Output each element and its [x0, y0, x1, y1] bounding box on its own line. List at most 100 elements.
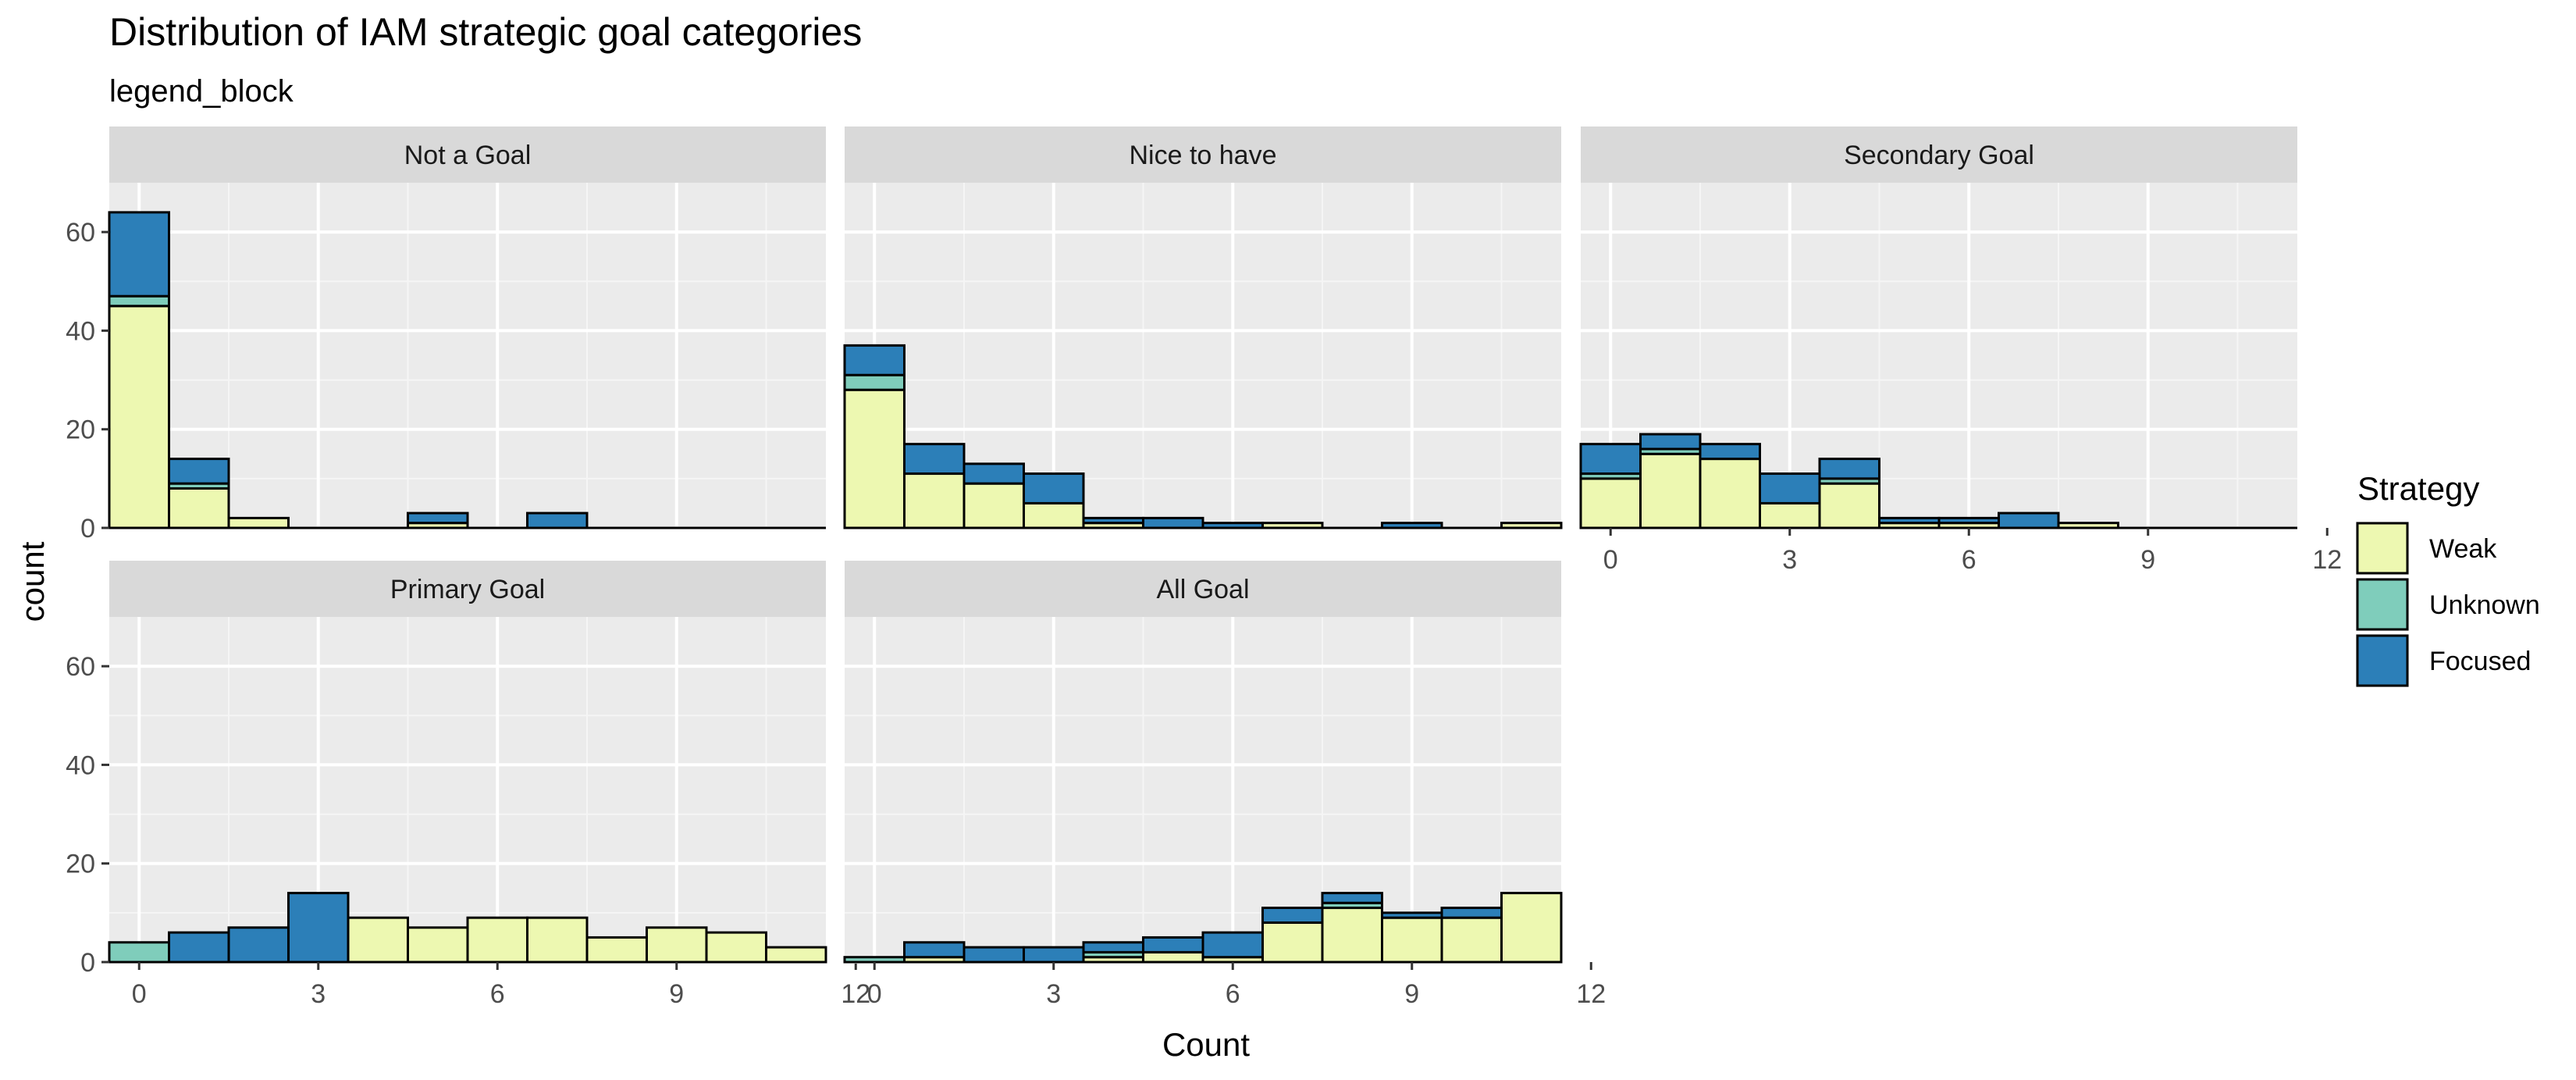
- facet-strip: [109, 127, 826, 183]
- y-tick-label: 60: [66, 218, 95, 248]
- histogram-bar-focused: [1082, 516, 1144, 525]
- facet-strip-label: Secondary Goal: [1844, 141, 2034, 170]
- histogram-bar-focused: [1201, 522, 1264, 529]
- y-axis-label: count: [14, 541, 51, 622]
- x-tick-label: 0: [867, 979, 882, 1009]
- x-tick-label: 9: [669, 979, 684, 1009]
- y-tick-label: 40: [66, 316, 95, 346]
- legend-key-weak: [2356, 522, 2409, 575]
- histogram-bar-weak: [2057, 522, 2119, 529]
- x-tick-label: 9: [2140, 545, 2155, 575]
- histogram-bar-focused: [962, 462, 1025, 485]
- histogram-bar-weak: [1381, 916, 1443, 964]
- bar-layer: [108, 211, 826, 529]
- histogram-bar-focused: [1381, 522, 1443, 529]
- histogram-bar-focused: [168, 931, 230, 964]
- histogram-bar-focused: [1937, 516, 2000, 525]
- facet-strip-label: Nice to have: [1130, 141, 1277, 170]
- y-tick-label: 0: [80, 514, 95, 544]
- histogram-bar-weak: [843, 388, 906, 529]
- histogram-bar-weak: [646, 926, 708, 964]
- facet-panel: All Goal 0 3 6 9 12: [843, 561, 1606, 1009]
- histogram-bar-focused: [1201, 931, 1264, 959]
- bar-layer: [1579, 433, 2297, 529]
- histogram-bar-focused: [903, 941, 966, 959]
- facet-strip: [845, 127, 1561, 183]
- histogram-bar-weak: [585, 936, 648, 964]
- y-tick-label: 40: [66, 750, 95, 780]
- x-tick-label: 0: [132, 979, 147, 1009]
- histogram-bar-unknown: [108, 941, 170, 964]
- histogram-bar-focused: [526, 511, 589, 529]
- histogram-bar-weak: [1261, 522, 1324, 529]
- histogram-bar-weak: [168, 487, 230, 529]
- facet-strip-label: All Goal: [1156, 575, 1249, 604]
- y-tick-label: 60: [66, 652, 95, 682]
- plot-panel-background: [109, 617, 826, 962]
- x-tick-label: 3: [1782, 545, 1797, 575]
- histogram-bar-focused: [407, 511, 469, 525]
- histogram-bar-focused: [287, 892, 350, 964]
- histogram-bar-weak: [903, 472, 966, 529]
- legend-key-unknown: [2356, 578, 2409, 631]
- histogram-bar-weak: [1699, 458, 1761, 529]
- bar-layer: [843, 892, 1563, 964]
- chart-subtitle: legend_block: [109, 74, 294, 109]
- histogram-bar-focused: [1381, 911, 1443, 919]
- histogram-bar-weak: [347, 916, 409, 964]
- histogram-bar-focused: [1818, 458, 1880, 480]
- histogram-bar-unknown: [843, 373, 906, 391]
- histogram-bar-focused: [1261, 907, 1324, 924]
- histogram-bar-focused: [1639, 433, 1702, 451]
- facet-panel: Nice to have: [843, 127, 1563, 529]
- x-tick-label: 6: [1226, 979, 1240, 1009]
- facet-panel: Primary Goal 0 20 40 60 0 3 6 9 12: [66, 561, 870, 1009]
- bar-layer: [108, 892, 827, 964]
- histogram-bar-weak: [227, 516, 290, 529]
- facet-strip: [1581, 127, 2297, 183]
- histogram-bar-focused: [1023, 472, 1085, 504]
- chart-title: Distribution of IAM strategic goal categ…: [109, 10, 862, 54]
- facet-panel: Not a Goal 0 20 40 60: [66, 127, 826, 544]
- histogram-bar-focused: [1759, 472, 1821, 504]
- x-tick-label: 0: [1603, 545, 1618, 575]
- histogram-bar-focused: [1440, 907, 1503, 919]
- histogram-bar-weak: [1500, 522, 1563, 529]
- facet-panel: Secondary Goal 0 3 6 9 12: [1579, 127, 2342, 575]
- legend-title: Strategy: [2357, 470, 2479, 507]
- histogram-bar-weak: [1261, 921, 1324, 964]
- histogram-bar-unknown: [843, 956, 906, 964]
- histogram-bar-weak: [765, 946, 827, 964]
- facet-strip: [845, 561, 1561, 617]
- histogram-bar-weak: [1142, 950, 1204, 964]
- x-tick-label: 12: [841, 979, 870, 1009]
- legend: Strategy Weak Unknown Focused: [2356, 470, 2540, 687]
- histogram-bar-weak: [407, 926, 469, 964]
- histogram-bar-focused: [1023, 946, 1085, 964]
- histogram-bar-weak: [1818, 482, 1880, 529]
- histogram-bar-weak: [1639, 452, 1702, 529]
- x-tick-label: 12: [1576, 979, 1606, 1009]
- x-tick-label: 6: [490, 979, 505, 1009]
- histogram-bar-focused: [1699, 443, 1761, 461]
- legend-label-weak: Weak: [2429, 534, 2497, 564]
- y-tick-label: 20: [66, 850, 95, 879]
- x-tick-label: 9: [1404, 979, 1419, 1009]
- histogram-bar-focused: [108, 211, 170, 298]
- histogram-bar-weak: [526, 916, 589, 964]
- histogram-bar-weak: [466, 916, 528, 964]
- histogram-bar-focused: [1579, 443, 1642, 476]
- histogram-bar-focused: [843, 344, 906, 376]
- histogram-bar-weak: [108, 305, 170, 529]
- histogram-bar-focused: [1878, 516, 1941, 525]
- bar-layer: [843, 344, 1563, 529]
- histogram-bar-focused: [903, 443, 966, 476]
- histogram-bar-weak: [1440, 916, 1503, 964]
- histogram-bar-weak: [1500, 892, 1563, 964]
- histogram-bar-weak: [1321, 907, 1383, 964]
- facet-strip: [109, 561, 826, 617]
- histogram-bar-focused: [1142, 936, 1204, 953]
